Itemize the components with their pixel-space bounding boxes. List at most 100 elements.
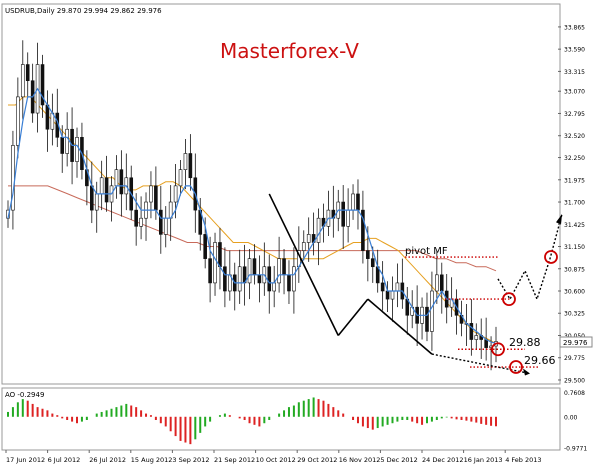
forecast-down	[431, 353, 531, 375]
price-tick-label: 29.500	[564, 377, 585, 384]
date-tick-label: 24 Dec 2012	[422, 456, 464, 464]
candle-body	[208, 258, 212, 284]
candle-body	[89, 185, 94, 211]
candle-body	[287, 274, 291, 292]
candle-body	[425, 306, 429, 332]
date-tick-label: 5 Dec 2012	[380, 456, 417, 464]
candle-body	[316, 217, 321, 243]
candle-body	[163, 217, 168, 235]
candle-body	[370, 258, 375, 268]
ao-histogram	[7, 397, 497, 445]
price-tick-label: 33.865	[564, 24, 585, 31]
date-tick-label: 4 Feb 2013	[505, 456, 541, 464]
candle-body	[223, 266, 227, 292]
candle-body	[154, 185, 158, 211]
date-tick-label: 3 Sep 2012	[172, 456, 209, 464]
candle-body	[203, 234, 207, 259]
price-tick-label: 29.775	[564, 355, 585, 362]
candle-body	[188, 153, 193, 179]
candle-body	[380, 282, 385, 292]
price-tick-label: 30.600	[564, 289, 585, 296]
ma-mid-line	[8, 96, 497, 345]
candle-body	[474, 335, 479, 340]
candle-body	[25, 64, 30, 82]
date-tick-label: 16 Nov 2012	[339, 456, 381, 464]
price-tick-label: 33.070	[564, 89, 585, 96]
candle-body	[237, 266, 242, 292]
date-tick-label: 6 Jul 2012	[48, 456, 81, 464]
level-label: pivot MF	[405, 246, 448, 257]
current-price-box	[559, 336, 593, 348]
candle-body	[356, 193, 360, 211]
level-label: 29.88	[509, 336, 541, 349]
ao-label: AO -0.2949	[5, 391, 44, 399]
candle-body	[435, 274, 439, 292]
price-tick-label: 32.520	[564, 133, 585, 140]
price-axis: 33.865 33.590 33.315 33.070 32.795 32.520 32.2…	[558, 24, 585, 384]
current-price: 29.976	[563, 339, 588, 347]
price-tick-label: 30.325	[564, 311, 585, 318]
price-tick-label: 31.975	[564, 177, 585, 184]
levels: pivot MF 29.88 29.66	[405, 246, 556, 368]
ao-tick-label: -0.9771	[564, 446, 587, 453]
candle-body	[277, 258, 281, 284]
candle-body	[149, 185, 153, 203]
ao-tick-label: 0.00	[564, 414, 578, 421]
candle-body	[213, 242, 217, 284]
candle-body	[390, 290, 395, 300]
candle-body	[341, 201, 345, 227]
candle-body	[292, 266, 296, 292]
candle-body	[282, 258, 286, 276]
trend-segment	[268, 193, 339, 336]
price-tick-label: 33.315	[564, 69, 585, 76]
date-tick-label: 16 Jan 2013	[464, 456, 503, 464]
target-circle	[509, 360, 523, 374]
ma-fast-path	[7, 87, 497, 345]
price-tick-label: 33.590	[564, 47, 585, 54]
candle-body	[94, 193, 99, 211]
price-tick-label: 31.425	[564, 222, 585, 229]
date-tick-label: 17 Jun 2012	[6, 456, 45, 464]
date-tick-label: 10 Oct 2012	[256, 456, 296, 464]
date-tick-label: 29 Oct 2012	[297, 456, 337, 464]
candle-body	[247, 258, 252, 284]
ma-slow-path	[8, 185, 497, 272]
candle-body	[139, 217, 143, 227]
candle-body	[114, 169, 119, 187]
candle-body	[306, 234, 311, 243]
level-label: 29.66	[524, 354, 556, 367]
trend-segment	[367, 298, 433, 355]
ao-tick-label: 0.7608	[564, 390, 585, 397]
candle-body	[6, 209, 10, 219]
price-tick-label: 32.795	[564, 111, 585, 118]
candles	[6, 40, 498, 371]
candle-body	[60, 137, 65, 154]
price-tick-label: 31.150	[564, 244, 585, 251]
price-tick-label: 30.050	[564, 333, 585, 340]
symbol-header: USDRUB,Daily 29.870 29.994 29.862 29.976	[5, 7, 162, 15]
candle-body	[65, 128, 69, 154]
candle-body	[361, 209, 365, 251]
candle-body	[366, 250, 370, 259]
ma-fast-line	[7, 87, 497, 345]
forecast-up-arrowhead	[556, 214, 562, 225]
watermark-title: Masterforex-V	[220, 39, 359, 63]
candle-body	[272, 282, 276, 292]
candle-body	[20, 64, 25, 98]
trend-segment	[337, 298, 369, 336]
candle-body	[75, 137, 79, 162]
candle-body	[159, 209, 163, 235]
candle-body	[267, 266, 272, 292]
candle-body	[346, 209, 350, 227]
candle-body	[119, 169, 124, 195]
candle-body	[16, 96, 20, 146]
price-tick-label: 32.250	[564, 155, 585, 162]
candle-body	[257, 274, 262, 284]
date-tick-label: 21 Sep 2012	[214, 456, 255, 464]
ma-slow-line	[8, 185, 497, 272]
candle-body	[301, 242, 306, 251]
candle-body	[385, 290, 390, 300]
target-circles	[491, 250, 558, 374]
